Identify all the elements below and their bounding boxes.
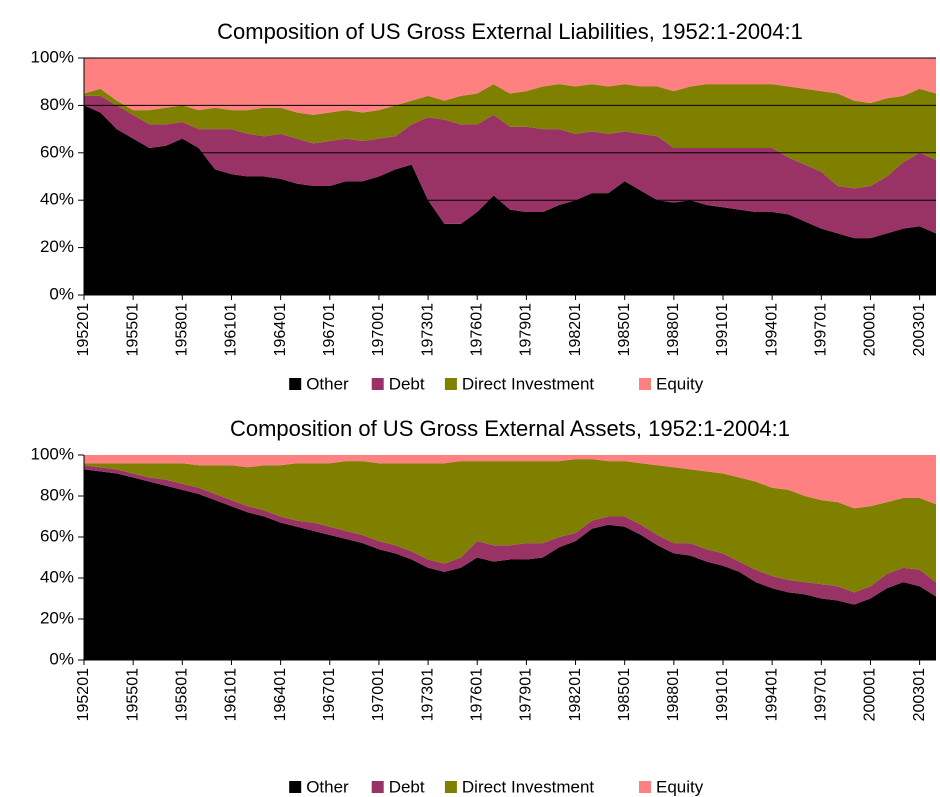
- area: [84, 469, 936, 660]
- x-tick-label: 199401: [763, 668, 780, 721]
- legend-label: Equity: [656, 374, 704, 393]
- legend-label: Equity: [656, 777, 704, 796]
- x-tick-label: 197001: [370, 303, 387, 356]
- x-tick-label: 196401: [272, 668, 289, 721]
- legend-swatch: [371, 781, 384, 793]
- x-tick-label: 198801: [665, 668, 682, 721]
- x-tick-label: 198201: [567, 668, 584, 721]
- y-tick-label: 20%: [40, 237, 74, 256]
- legend-label: Other: [306, 777, 349, 796]
- x-tick-label: 196401: [272, 303, 289, 356]
- x-tick-label: 199401: [763, 303, 780, 356]
- x-tick-label: 197901: [518, 303, 535, 356]
- x-tick-label: 196101: [223, 303, 240, 356]
- x-tick-label: 198501: [616, 303, 633, 356]
- x-tick-label: 200001: [862, 303, 879, 356]
- area: [84, 455, 936, 509]
- y-tick-label: 100%: [31, 47, 74, 66]
- legend-label: Direct Investment: [462, 374, 595, 393]
- legend-label: Other: [306, 374, 349, 393]
- x-tick-label: 199101: [714, 668, 731, 721]
- legend-swatch: [289, 378, 302, 390]
- area: [84, 58, 936, 115]
- y-tick-label: 60%: [40, 526, 74, 545]
- legend-swatch: [444, 781, 457, 793]
- y-tick-label: 0%: [49, 284, 74, 303]
- area: [84, 84, 936, 189]
- y-tick-label: 80%: [40, 485, 74, 504]
- legend-swatch: [371, 378, 384, 390]
- y-tick-label: 40%: [40, 567, 74, 586]
- x-tick-label: 196101: [223, 668, 240, 721]
- legend-swatch: [444, 378, 457, 390]
- x-tick-label: 195201: [75, 668, 92, 721]
- legend-label: Debt: [389, 777, 425, 796]
- y-tick-label: 80%: [40, 95, 74, 114]
- x-tick-label: 195501: [124, 668, 141, 721]
- x-tick-label: 197601: [468, 303, 485, 356]
- chart: Composition of US Gross External Liabili…: [31, 19, 936, 393]
- x-tick-label: 198201: [567, 303, 584, 356]
- y-tick-label: 60%: [40, 142, 74, 161]
- x-tick-label: 199101: [714, 303, 731, 356]
- x-tick-label: 195801: [174, 668, 191, 721]
- x-tick-label: 197001: [370, 668, 387, 721]
- legend-swatch: [639, 378, 651, 390]
- y-tick-label: 40%: [40, 190, 74, 209]
- legend-label: Direct Investment: [462, 777, 595, 796]
- y-tick-label: 20%: [40, 608, 74, 627]
- x-tick-label: 199701: [813, 303, 830, 356]
- x-tick-label: 200301: [911, 303, 928, 356]
- chart-title: Composition of US Gross External Liabili…: [217, 19, 803, 44]
- y-tick-label: 100%: [31, 444, 74, 463]
- area: [84, 95, 936, 239]
- x-tick-label: 195501: [124, 303, 141, 356]
- x-tick-label: 195801: [174, 303, 191, 356]
- x-tick-label: 197901: [518, 668, 535, 721]
- chart-title: Composition of US Gross External Assets,…: [230, 416, 790, 441]
- area: [84, 459, 936, 593]
- x-tick-label: 196701: [321, 668, 338, 721]
- legend-swatch: [289, 781, 302, 793]
- x-tick-label: 198501: [616, 668, 633, 721]
- x-tick-label: 195201: [75, 303, 92, 356]
- y-tick-label: 0%: [49, 649, 74, 668]
- x-tick-label: 200001: [862, 668, 879, 721]
- chart: Composition of US Gross External Assets,…: [31, 416, 936, 796]
- legend-swatch: [639, 781, 651, 793]
- legend-label: Debt: [389, 374, 425, 393]
- x-tick-label: 199701: [813, 668, 830, 721]
- x-tick-label: 198801: [665, 303, 682, 356]
- x-tick-label: 197601: [468, 668, 485, 721]
- x-tick-label: 197301: [419, 303, 436, 356]
- x-tick-label: 196701: [321, 303, 338, 356]
- x-tick-label: 200301: [911, 668, 928, 721]
- x-tick-label: 197301: [419, 668, 436, 721]
